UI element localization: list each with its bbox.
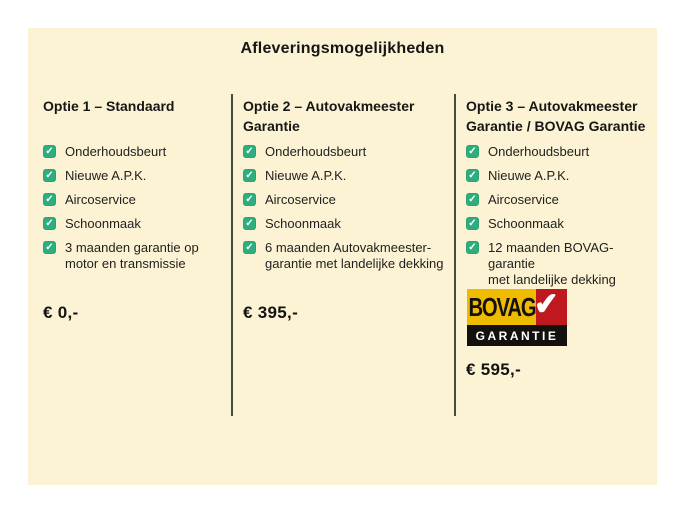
feature-list: ✓ Onderhoudsbeurt ✓ Nieuwe A.P.K. ✓ Airc…	[466, 144, 656, 296]
feature-item: ✓ 6 maanden Autovakmeester- garantie met…	[243, 240, 449, 272]
option-heading: Optie 1 – Standaard	[43, 98, 175, 114]
feature-list: ✓ Onderhoudsbeurt ✓ Nieuwe A.P.K. ✓ Airc…	[243, 144, 449, 280]
check-icon: ✓	[43, 241, 56, 254]
feature-label: 3 maanden garantie op motor en transmiss…	[65, 240, 199, 271]
feature-label: Nieuwe A.P.K.	[265, 168, 347, 183]
feature-item: ✓ Nieuwe A.P.K.	[243, 168, 449, 184]
feature-label: Onderhoudsbeurt	[65, 144, 167, 159]
price-label: € 0,-	[43, 303, 79, 322]
feature-item: ✓ Onderhoudsbeurt	[43, 144, 225, 160]
option-column-autovakmeester: Optie 2 – Autovakmeester Garantie ✓ Onde…	[243, 96, 449, 322]
check-icon: ✓	[43, 169, 56, 182]
bovag-check-icon: ✔	[532, 287, 561, 322]
feature-item: ✓ Aircoservice	[43, 192, 225, 208]
check-icon: ✓	[43, 145, 56, 158]
feature-label: Schoonmaak	[265, 216, 341, 231]
feature-label: 12 maanden BOVAG-garantie met landelijke…	[488, 240, 616, 287]
price-label: € 395,-	[243, 303, 299, 322]
check-icon: ✓	[466, 169, 479, 182]
feature-label: Aircoservice	[488, 192, 559, 207]
feature-label: Onderhoudsbeurt	[488, 144, 590, 159]
feature-item: ✓ Schoonmaak	[43, 216, 225, 232]
delivery-options-panel: Afleveringsmogelijkheden Optie 1 – Stand…	[28, 28, 657, 485]
feature-item: ✓ Aircoservice	[466, 192, 656, 208]
bovag-brand-text: BOVAG	[467, 292, 536, 322]
check-icon: ✓	[243, 169, 256, 182]
feature-label: Schoonmaak	[488, 216, 564, 231]
check-icon: ✓	[243, 193, 256, 206]
feature-item: ✓ Onderhoudsbeurt	[466, 144, 656, 160]
bovag-logo-top: BOVAG ✔	[467, 287, 567, 325]
page-title: Afleveringsmogelijkheden	[240, 40, 445, 57]
check-icon: ✓	[243, 241, 256, 254]
check-icon: ✓	[466, 217, 479, 230]
bovag-brand: BOVAG	[467, 289, 536, 325]
bovag-garantie-label: GARANTIE	[467, 325, 567, 346]
feature-label: Onderhoudsbeurt	[265, 144, 367, 159]
feature-label: Nieuwe A.P.K.	[65, 168, 147, 183]
price-label: € 595,-	[466, 360, 522, 379]
bovag-garantie-logo: BOVAG ✔ GARANTIE	[467, 287, 567, 346]
check-icon: ✓	[466, 241, 479, 254]
feature-label: Schoonmaak	[65, 216, 141, 231]
feature-item: ✓ 12 maanden BOVAG-garantie met landelij…	[466, 240, 656, 288]
check-icon: ✓	[43, 193, 56, 206]
check-icon: ✓	[43, 217, 56, 230]
option-column-standaard: Optie 1 – Standaard ✓ Onderhoudsbeurt ✓ …	[43, 96, 225, 322]
feature-label: 6 maanden Autovakmeester- garantie met l…	[265, 240, 444, 271]
feature-item: ✓ Aircoservice	[243, 192, 449, 208]
feature-item: ✓ Nieuwe A.P.K.	[466, 168, 656, 184]
feature-item: ✓ Nieuwe A.P.K.	[43, 168, 225, 184]
check-icon: ✓	[466, 145, 479, 158]
check-icon: ✓	[466, 193, 479, 206]
option-heading: Optie 2 – Autovakmeester Garantie	[243, 98, 415, 134]
column-divider-2	[454, 94, 456, 416]
feature-item: ✓ Onderhoudsbeurt	[243, 144, 449, 160]
feature-list: ✓ Onderhoudsbeurt ✓ Nieuwe A.P.K. ✓ Airc…	[43, 144, 225, 280]
feature-label: Aircoservice	[65, 192, 136, 207]
feature-item: ✓ Schoonmaak	[466, 216, 656, 232]
check-icon: ✓	[243, 217, 256, 230]
bovag-check-block: ✔	[533, 287, 567, 325]
option-column-bovag: Optie 3 – Autovakmeester Garantie / BOVA…	[466, 96, 656, 379]
feature-label: Nieuwe A.P.K.	[488, 168, 570, 183]
feature-item: ✓ 3 maanden garantie op motor en transmi…	[43, 240, 225, 272]
column-divider-1	[231, 94, 233, 416]
feature-label: Aircoservice	[265, 192, 336, 207]
check-icon: ✓	[243, 145, 256, 158]
feature-item: ✓ Schoonmaak	[243, 216, 449, 232]
option-heading: Optie 3 – Autovakmeester Garantie / BOVA…	[466, 98, 646, 134]
